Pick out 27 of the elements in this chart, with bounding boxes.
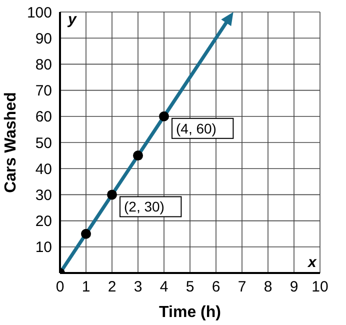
x-tick-label: 6: [212, 278, 220, 296]
x-tick-label: 3: [134, 278, 142, 296]
y-tick-label: 60: [35, 108, 52, 126]
x-tick-label: 2: [108, 278, 116, 296]
x-tick-label: 0: [56, 278, 64, 296]
y-tick-label: 30: [35, 187, 52, 204]
x-tick-label: 4: [160, 278, 168, 296]
x-tick-label: 9: [290, 278, 298, 296]
y-tick-label: 90: [35, 30, 52, 48]
annotation: (4, 60): [176, 120, 216, 136]
annotation: (2, 30): [124, 198, 164, 215]
y-axis-title: Cars Washed: [2, 92, 20, 193]
y-tick-label: 20: [35, 213, 52, 230]
x-tick-label: 1: [82, 278, 90, 296]
x-tick-label: 5: [186, 278, 194, 296]
y-tick-label: 50: [35, 134, 52, 152]
x-axis-title: Time (h): [159, 304, 221, 321]
y-tick-label: 40: [35, 160, 52, 178]
annotation: x: [307, 254, 317, 271]
y-tick-label: 70: [35, 82, 52, 100]
y-tick-label: 100: [26, 4, 52, 22]
y-tick-label: 10: [35, 239, 52, 256]
annotation: y: [67, 11, 77, 28]
x-tick-label: 7: [238, 278, 246, 296]
y-tick-label: 80: [35, 56, 52, 74]
x-tick-label: 10: [312, 278, 328, 296]
x-tick-label: 8: [264, 278, 272, 296]
